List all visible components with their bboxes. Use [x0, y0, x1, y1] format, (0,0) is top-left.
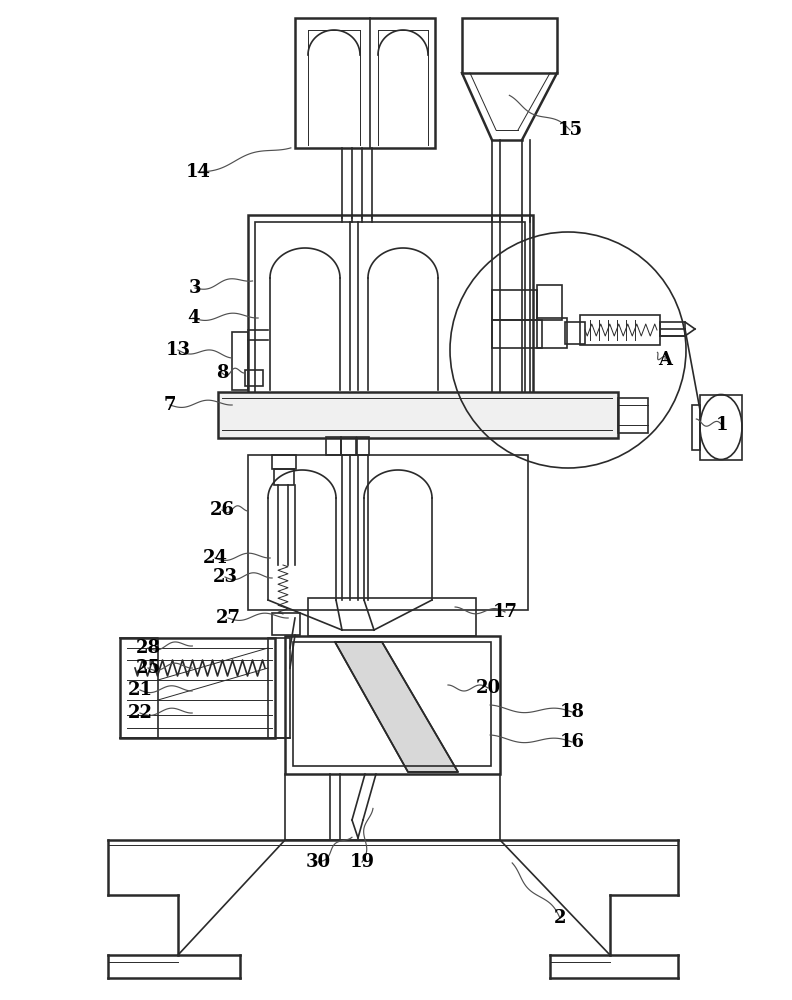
- Text: 21: 21: [128, 681, 153, 699]
- Bar: [537, 285, 562, 320]
- Text: A: A: [658, 351, 672, 369]
- Text: 13: 13: [166, 341, 191, 359]
- Bar: [462, 18, 557, 73]
- Bar: [357, 437, 369, 455]
- Bar: [341, 437, 356, 455]
- Text: 17: 17: [493, 603, 517, 621]
- Bar: [492, 320, 542, 348]
- Bar: [268, 638, 290, 738]
- Bar: [618, 398, 648, 433]
- Bar: [274, 469, 294, 485]
- Bar: [295, 18, 435, 148]
- Bar: [120, 638, 275, 738]
- Bar: [492, 290, 537, 320]
- Text: 20: 20: [475, 679, 501, 697]
- Bar: [232, 332, 248, 390]
- Bar: [293, 642, 491, 766]
- Bar: [272, 613, 300, 635]
- Bar: [660, 322, 685, 336]
- Bar: [218, 392, 618, 438]
- Text: 24: 24: [203, 549, 227, 567]
- Text: 23: 23: [212, 568, 238, 586]
- Text: 2: 2: [554, 909, 566, 927]
- Bar: [700, 395, 742, 460]
- Text: 22: 22: [128, 704, 153, 722]
- Text: 19: 19: [349, 853, 375, 871]
- Text: 3: 3: [188, 279, 201, 297]
- Bar: [285, 636, 500, 774]
- Bar: [580, 315, 660, 345]
- Text: 14: 14: [185, 163, 211, 181]
- Text: 1: 1: [716, 416, 729, 434]
- Bar: [308, 598, 476, 636]
- Text: 25: 25: [135, 659, 161, 677]
- Bar: [272, 455, 296, 469]
- Text: 4: 4: [187, 309, 200, 327]
- Bar: [565, 322, 585, 344]
- Bar: [255, 222, 525, 394]
- Text: 16: 16: [559, 733, 584, 751]
- Bar: [248, 455, 528, 610]
- Text: 18: 18: [559, 703, 584, 721]
- Text: 28: 28: [135, 639, 161, 657]
- Bar: [326, 437, 341, 455]
- Text: 30: 30: [306, 853, 330, 871]
- Text: 27: 27: [215, 609, 241, 627]
- Bar: [248, 215, 533, 400]
- Text: 8: 8: [215, 364, 228, 382]
- Bar: [692, 405, 700, 450]
- Bar: [537, 318, 567, 348]
- Polygon shape: [335, 642, 458, 772]
- Text: 15: 15: [558, 121, 583, 139]
- Text: 26: 26: [210, 501, 234, 519]
- Bar: [245, 370, 263, 386]
- Text: 7: 7: [164, 396, 177, 414]
